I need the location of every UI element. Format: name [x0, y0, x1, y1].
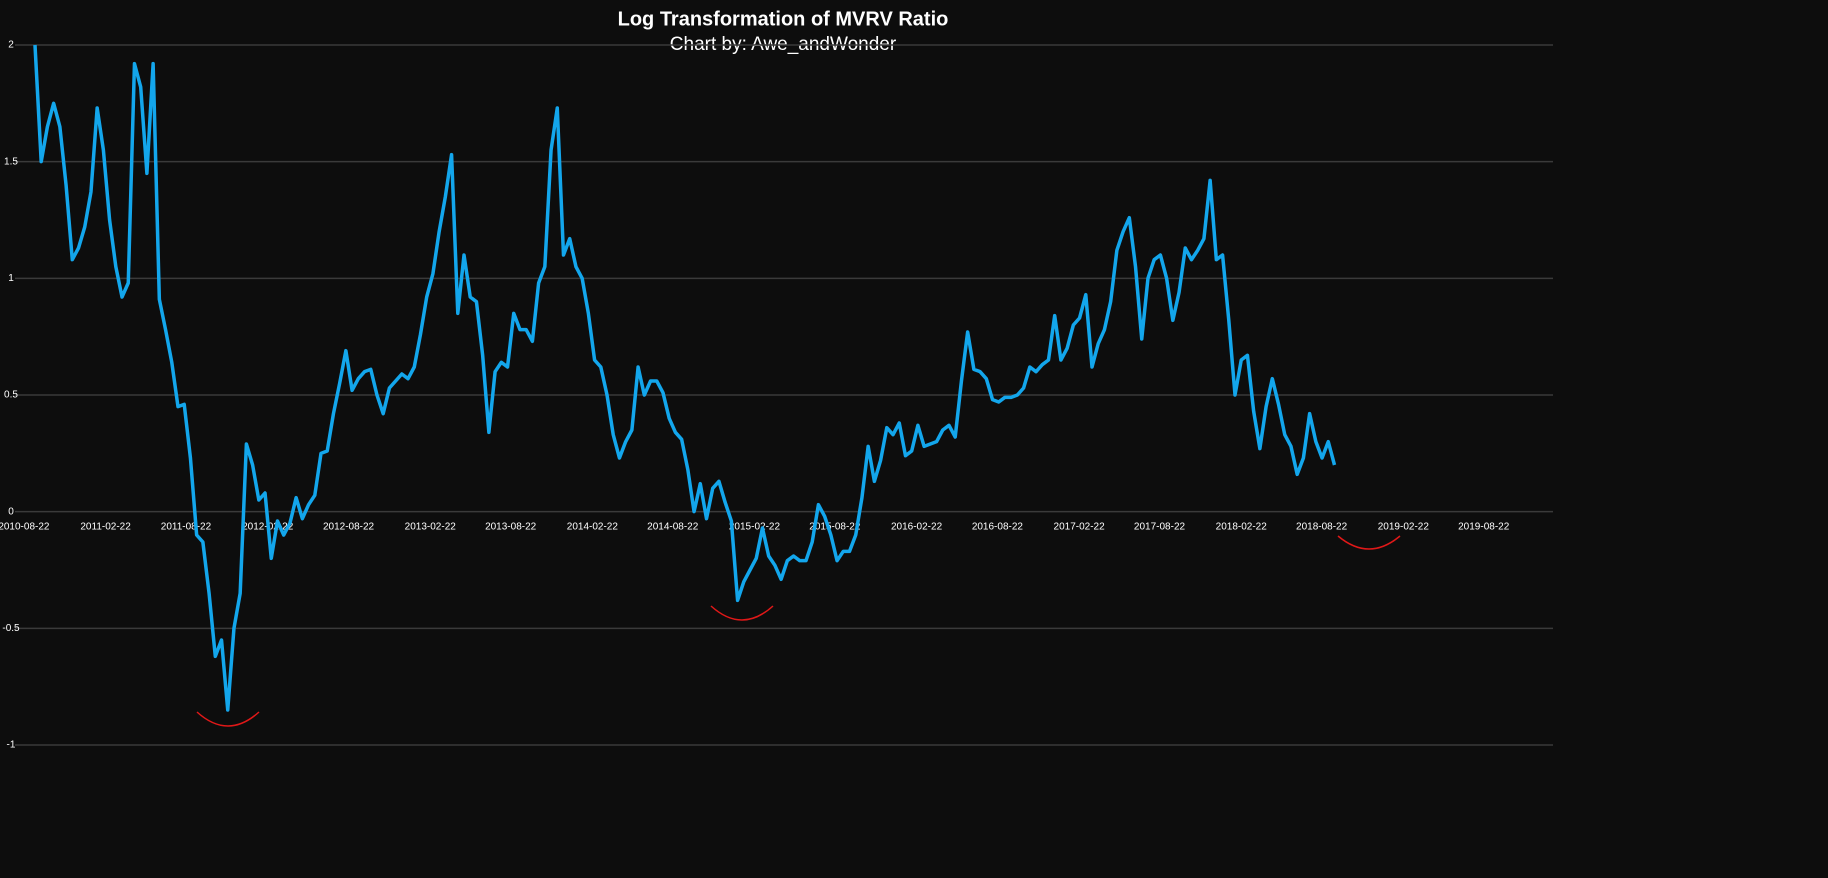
- x-tick-label: 2013-02-22: [405, 521, 457, 532]
- y-tick-label: 0.5: [4, 390, 18, 401]
- x-tick-label: 2018-02-22: [1216, 521, 1268, 532]
- y-tick-label: -0.5: [2, 623, 20, 634]
- y-tick-label: 1.5: [4, 156, 18, 167]
- x-tick-label: 2015-02-22: [729, 521, 781, 532]
- x-tick-label: 2014-02-22: [567, 521, 619, 532]
- x-tick-label: 2016-02-22: [891, 521, 943, 532]
- x-tick-label: 2017-02-22: [1054, 521, 1106, 532]
- x-tick-label: 2016-08-22: [972, 521, 1024, 532]
- annotation-arc: [1337, 535, 1401, 550]
- annotation-arc: [196, 711, 260, 727]
- chart-title: Log Transformation of MVRV Ratio: [618, 8, 949, 30]
- y-tick-label: 2: [8, 40, 14, 51]
- x-tick-label: 2015-08-22: [809, 521, 861, 532]
- x-tick-label: 2011-08-22: [161, 521, 212, 532]
- x-tick-label: 2018-08-22: [1296, 521, 1348, 532]
- x-tick-label: 2014-08-22: [647, 521, 699, 532]
- y-tick-label: -1: [7, 740, 16, 751]
- x-tick-label: 2012-08-22: [323, 521, 375, 532]
- x-tick-label: 2013-08-22: [485, 521, 537, 532]
- plot: [33, 44, 1337, 712]
- x-tick-label: 2019-08-22: [1458, 521, 1510, 532]
- x-tick-label: 2017-08-22: [1134, 521, 1186, 532]
- annotation-arc: [710, 605, 774, 621]
- y-tick-label: 0: [8, 506, 14, 517]
- x-tick-label: 2019-02-22: [1378, 521, 1430, 532]
- x-tick-label: 2011-02-22: [80, 521, 131, 532]
- y-tick-label: 1: [8, 273, 14, 284]
- x-tick-label: 2010-08-22: [0, 521, 50, 532]
- data-line: [33, 44, 1337, 712]
- grid: -1 -0.5 0 0.5 1 1.5 2 2010-08-22 2011-02-22 2011-…: [0, 40, 1553, 751]
